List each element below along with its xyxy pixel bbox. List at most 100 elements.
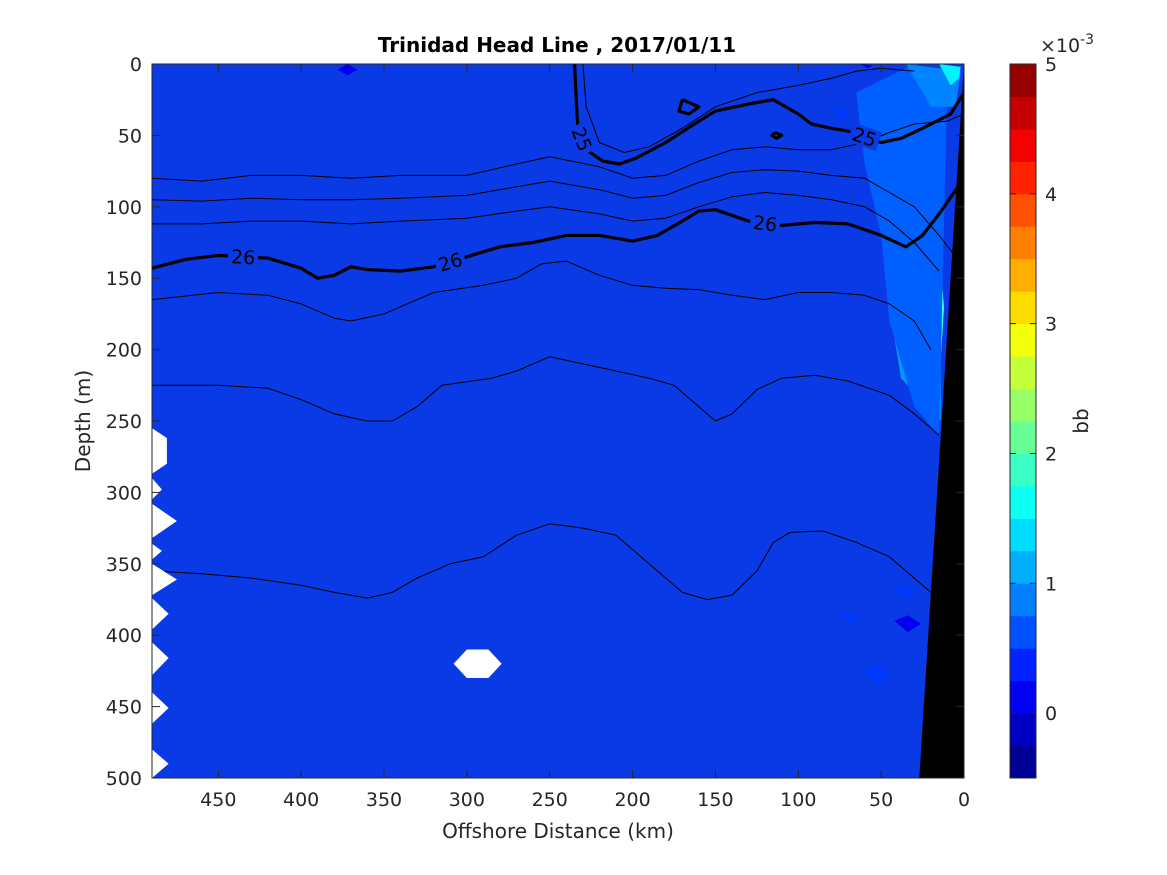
missing-data-patch: [152, 642, 169, 676]
bb-anomaly-9: [831, 106, 852, 122]
bb-anomaly-5: [939, 64, 961, 86]
contour-label-bg: [748, 211, 782, 236]
contour-line-5: [152, 169, 957, 258]
contour-line-2: [770, 131, 784, 140]
y-tick-label: 350: [106, 554, 142, 576]
colorbar-ticks: 0 1 2 3 4 5: [1010, 54, 1057, 725]
colorbar-band: [1010, 388, 1036, 422]
y-tick-label: 50: [118, 125, 142, 147]
colorbar-band: [1010, 615, 1036, 649]
contour-line-0: [573, 64, 964, 166]
missing-data-patch: [152, 563, 177, 596]
contour-label-bg: [847, 122, 883, 152]
y-tick-label: 450: [106, 697, 142, 719]
y-tick-label: 400: [106, 625, 142, 647]
contour-line-6: [152, 192, 940, 272]
missing-data-patch: [152, 428, 167, 474]
x-axis: 450 400 350 300 250 200 150 100 50 0: [200, 64, 970, 811]
contour-label-bg: [227, 245, 259, 268]
contour-label-7-0: 26: [230, 246, 255, 269]
colorbar-tick-label: 3: [1045, 314, 1057, 336]
missing-data-patch: [152, 598, 169, 630]
colorbar-band: [1010, 356, 1036, 390]
colorbar-tick-label: 4: [1045, 184, 1057, 206]
contour-line-7: [152, 177, 964, 280]
colorbar-band: [1010, 161, 1036, 195]
colorbar-band: [1010, 421, 1036, 454]
contour-label-7-2: 26: [752, 212, 779, 237]
contour-line-9: [152, 356, 940, 436]
contour-label-bg: [567, 121, 597, 157]
x-tick-label: 250: [532, 789, 568, 811]
colorbar-tick-label: 5: [1045, 54, 1057, 76]
colorbar-band: [1010, 583, 1036, 617]
colorbar-band: [1010, 96, 1036, 130]
colorbar-band: [1010, 550, 1036, 584]
x-tick-label: 300: [449, 789, 485, 811]
colorbar-band: [1010, 291, 1036, 325]
colorbar-band: [1010, 680, 1036, 714]
x-tick-label: 150: [697, 789, 733, 811]
contour-label-bg: [433, 247, 468, 276]
seafloor-layer: [919, 64, 964, 778]
bb-anomaly-11: [839, 613, 862, 624]
x-tick-label: 450: [200, 789, 236, 811]
colorbar-band: [1010, 648, 1036, 682]
y-tick-label: 300: [106, 482, 142, 504]
bb-anomaly-10: [864, 663, 890, 686]
bb-anomaly-layer: [337, 64, 961, 686]
bb-anomaly-7: [859, 64, 873, 69]
x-axis-label: Offshore Distance (km): [442, 819, 674, 843]
colorbar-band: [1010, 323, 1036, 357]
bb-anomaly-8: [894, 615, 921, 633]
colorbar-multiplier-base: ×10: [1040, 35, 1080, 57]
colorbar-multiplier: ×10-3: [1040, 32, 1094, 57]
x-tick-label: 100: [780, 789, 816, 811]
colorbar-band: [1010, 226, 1036, 260]
x-tick-label: 0: [958, 789, 970, 811]
missing-data-patch: [152, 692, 169, 724]
colorbar-band: [1010, 258, 1036, 292]
colorbar-bands: [1010, 64, 1036, 779]
y-axis: 0 50 100 150 200 250 300 350 400 450 500: [106, 54, 964, 790]
colorbar-band: [1010, 485, 1036, 519]
colorbar-multiplier-exponent: -3: [1080, 32, 1094, 48]
colorbar-band: [1010, 713, 1036, 747]
bb-anomaly-6: [337, 64, 358, 76]
y-tick-label: 100: [106, 197, 142, 219]
colorbar-tick-label: 0: [1045, 703, 1057, 725]
y-tick-label: 150: [106, 268, 142, 290]
colorbar-band: [1010, 193, 1036, 227]
density-contour-layer: [152, 64, 964, 600]
colorbar-label: bb: [1069, 408, 1093, 433]
missing-data-patch: [152, 478, 162, 500]
missing-data-layer: [152, 428, 502, 778]
colorbar-band: [1010, 64, 1036, 97]
field-background: [152, 64, 964, 778]
missing-data-patch: [152, 543, 162, 560]
y-tick-label: 250: [106, 411, 142, 433]
y-tick-label: 0: [130, 54, 142, 76]
y-tick-label: 500: [106, 768, 142, 790]
missing-data-patch: [152, 749, 169, 778]
seafloor-shape: [919, 64, 964, 778]
colorbar-tick-label: 2: [1045, 443, 1057, 465]
contour-line-3: [582, 64, 915, 153]
y-axis-label: Depth (m): [71, 370, 95, 472]
x-tick-label: 50: [869, 789, 893, 811]
missing-data-patch: [152, 503, 177, 539]
bb-anomaly-12: [892, 585, 920, 600]
bb-anomaly-3: [856, 64, 948, 436]
colorbar-band: [1010, 453, 1036, 487]
colorbar-tick-label: 1: [1045, 573, 1057, 595]
y-tick-label: 200: [106, 340, 142, 362]
colorbar-band: [1010, 745, 1036, 779]
x-tick-label: 400: [283, 789, 319, 811]
contour-line-8: [152, 260, 932, 350]
contour-line-10: [152, 523, 932, 600]
colorbar-band: [1010, 128, 1036, 162]
x-tick-label: 200: [614, 789, 650, 811]
colorbar-band: [1010, 518, 1036, 552]
